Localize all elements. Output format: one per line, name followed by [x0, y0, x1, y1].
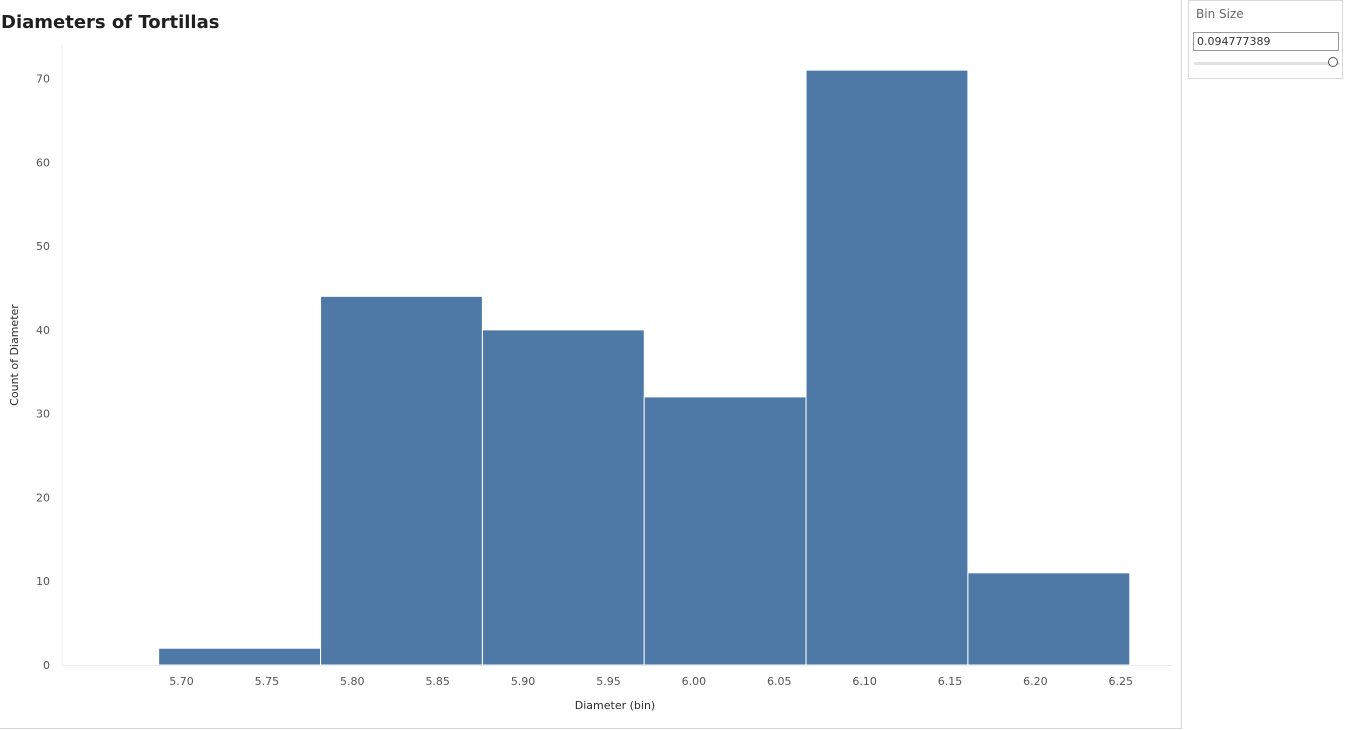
bin-size-slider-track[interactable]: [1194, 62, 1340, 65]
histogram-chart: 0 10 20 30 40 50 60 70 5.70 5.75 5.80 5.85 5.90 5.95…: [8, 45, 1172, 712]
y-tick-label: 40: [36, 324, 50, 337]
y-tick-label: 30: [36, 408, 50, 421]
x-tick-label: 6.25: [1109, 675, 1134, 688]
histogram-bar[interactable]: [481, 329, 645, 666]
y-axis: 0 10 20 30 40 50 60 70: [36, 45, 63, 672]
histogram-bar[interactable]: [967, 572, 1131, 666]
y-tick-label: 70: [36, 73, 50, 86]
x-tick-label: 6.20: [1023, 675, 1048, 688]
x-tick-label: 5.70: [169, 675, 194, 688]
histogram-bar[interactable]: [643, 396, 807, 666]
y-tick-label: 10: [36, 575, 50, 588]
y-tick-label: 20: [36, 491, 50, 504]
y-tick-label: 50: [36, 240, 50, 253]
bin-size-input[interactable]: [1193, 32, 1339, 51]
y-tick-label: 0: [43, 659, 50, 672]
x-axis: 5.70 5.75 5.80 5.85 5.90 5.95 6.00 6.05 6.10 6.15…: [62, 665, 1172, 688]
bin-size-parameter-control: Bin Size: [1188, 0, 1343, 79]
chart-title: Diameters of Tortillas: [1, 12, 220, 33]
x-tick-label: 5.80: [340, 675, 365, 688]
histogram-bars: [158, 69, 1131, 666]
x-tick-label: 5.90: [511, 675, 536, 688]
x-tick-label: 5.95: [596, 675, 621, 688]
x-tick-label: 6.10: [852, 675, 877, 688]
y-axis-title: Count of Diameter: [8, 304, 21, 406]
x-axis-title: Diameter (bin): [575, 699, 655, 712]
x-tick-label: 6.15: [938, 675, 963, 688]
x-tick-label: 6.00: [682, 675, 707, 688]
histogram-bar[interactable]: [320, 295, 483, 666]
x-tick-label: 5.85: [425, 675, 450, 688]
histogram-bar[interactable]: [158, 647, 322, 666]
viz-frame: Diameters of Tortillas 0 10 20 30 40 50 60 70 5…: [0, 0, 1182, 729]
x-tick-label: 6.05: [767, 675, 792, 688]
histogram-bar[interactable]: [805, 69, 969, 666]
bin-size-slider-thumb[interactable]: [1327, 57, 1338, 67]
bin-size-label: Bin Size: [1196, 7, 1244, 21]
x-tick-label: 5.75: [255, 675, 280, 688]
y-tick-label: 60: [36, 156, 50, 169]
